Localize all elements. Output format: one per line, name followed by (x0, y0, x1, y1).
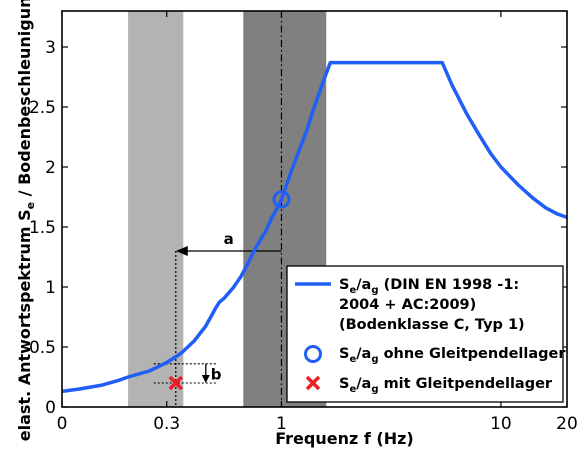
y-tick-label: 0.5 (29, 338, 56, 358)
marker-circle-ohne (272, 190, 291, 209)
series-layer (61, 60, 568, 394)
annotation-b-label: b (211, 365, 222, 383)
series-line-spectrum (61, 60, 568, 394)
y-tick-label: 1.5 (29, 218, 56, 238)
y-tick-label: 0 (45, 398, 56, 418)
annotation-a-label: a (224, 230, 234, 248)
x-tick-label: 0 (57, 414, 68, 434)
markers (168, 190, 291, 391)
legend-entry-mit: Se/ag mit Gleitpendellager (339, 376, 553, 395)
band-1 (128, 11, 184, 407)
legend-box (286, 265, 564, 403)
legend-entry-spectrum-line2: 2004 + AC:2009) (339, 297, 476, 313)
x-tick-labels: 0 0.3 1 10 20 (57, 414, 578, 434)
marker-cross-mit (168, 375, 184, 391)
arrow-b-head (201, 375, 210, 383)
frequency-bands (128, 11, 327, 407)
marker-cross-stroke (168, 375, 184, 391)
plot-frame (61, 10, 568, 408)
y-axis-label: elast. Antwortspektrum Se / Bodenbeschle… (15, 0, 37, 441)
y-tick-label: 2.5 (29, 98, 56, 118)
legend-cross-stroke (305, 375, 321, 391)
x-tick-label: 1 (276, 414, 287, 434)
x-axis-label: Frequenz f (Hz) (275, 429, 413, 448)
legend-entry-spectrum-line3: (Bodenklasse C, Typ 1) (339, 317, 525, 333)
arrow-a-head (175, 246, 188, 256)
y-tick-label: 3 (45, 38, 56, 58)
legend: Se/ag (DIN EN 1998 -1: 2004 + AC:2009) (… (286, 265, 566, 403)
y-tick-label: 2 (45, 158, 56, 178)
y-tick-label: 1 (45, 278, 56, 298)
legend-cross-marker (305, 375, 321, 391)
legend-entry-spectrum: Se/ag (DIN EN 1998 -1: (339, 277, 519, 296)
x-tick-label: 10 (490, 414, 512, 434)
x-tick-label: 20 (556, 414, 578, 434)
legend-entry-ohne: Se/ag ohne Gleitpendellager (339, 346, 566, 365)
x-tick-label: 0.3 (153, 414, 180, 434)
y-tick-labels: 0 0.5 1 1.5 2 2.5 3 (29, 38, 56, 418)
legend-circle-marker (304, 345, 322, 363)
